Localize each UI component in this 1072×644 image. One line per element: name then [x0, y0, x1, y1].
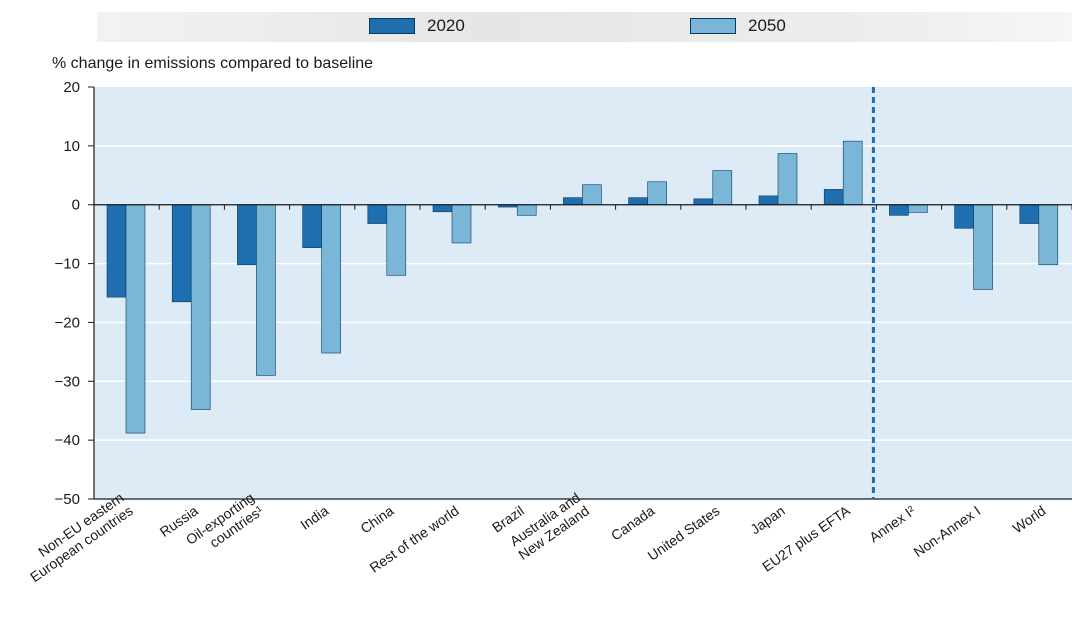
legend-item-2050: 2050	[690, 15, 786, 37]
bar-2050	[777, 153, 798, 206]
bar-2050	[125, 204, 146, 434]
bar-2050	[842, 140, 863, 206]
bar-2050	[647, 181, 667, 206]
legend-label-2050: 2050	[748, 16, 786, 35]
bar-2050	[386, 204, 407, 276]
legend-swatch-2050	[690, 18, 736, 34]
category-label: Australia andNew Zealand	[506, 489, 592, 563]
y-tick-label: 0	[72, 197, 80, 214]
bar-2020	[954, 204, 974, 229]
bar-2050	[908, 204, 928, 213]
y-tick-label: 10	[63, 138, 80, 155]
bar-2020	[889, 204, 909, 216]
bar-2020	[106, 204, 127, 298]
legend-item-2020: 2020	[369, 15, 465, 37]
legend-swatch-2020	[369, 18, 415, 34]
legend-band	[97, 12, 1072, 42]
bar-2050	[973, 204, 993, 290]
category-label: United States	[644, 502, 722, 563]
bar-2020	[1019, 204, 1040, 224]
bar-2020	[758, 195, 779, 206]
bar-2050	[712, 170, 733, 206]
bar-2020	[302, 204, 322, 248]
category-label: Japan	[747, 502, 787, 537]
y-tick-label: −20	[55, 314, 80, 331]
bar-2020	[432, 204, 453, 213]
y-tick-label: −30	[55, 373, 80, 390]
category-label: Canada	[608, 502, 658, 543]
bar-2020	[693, 198, 714, 206]
y-tick-label: 20	[63, 79, 80, 96]
category-label: China	[357, 502, 396, 536]
category-label: World	[1010, 502, 1049, 536]
bar-2020	[367, 204, 388, 224]
bar-2020	[563, 197, 583, 206]
y-tick-label: −40	[55, 432, 80, 449]
category-label: Non-Annex I	[910, 502, 983, 560]
category-label: India	[297, 502, 331, 533]
legend-label-2020: 2020	[427, 16, 465, 35]
y-tick-label: −50	[55, 491, 80, 508]
category-label: Oil-exportingcountries¹	[183, 489, 267, 561]
bar-2050	[1038, 204, 1059, 266]
bar-2020	[823, 189, 844, 206]
y-tick-label: −10	[55, 256, 80, 273]
bar-2050	[582, 184, 602, 206]
y-axis-label: % change in emissions compared to baseli…	[52, 55, 374, 72]
bar-2050	[190, 204, 211, 410]
bar-2050	[256, 204, 276, 376]
bar-2050	[516, 204, 537, 216]
category-label: Annex I²	[866, 502, 918, 545]
bar-2020	[237, 204, 257, 266]
bar-2020	[628, 197, 648, 206]
bar-2050	[451, 204, 472, 244]
bar-2020	[171, 204, 192, 303]
plot-area	[94, 87, 1072, 499]
bar-2050	[321, 204, 341, 354]
